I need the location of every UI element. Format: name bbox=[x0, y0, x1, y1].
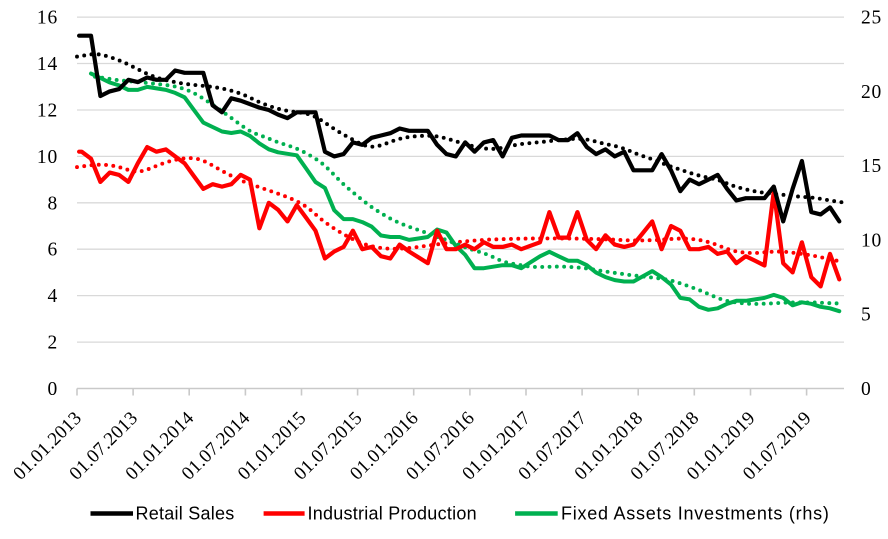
svg-text:15: 15 bbox=[861, 156, 882, 177]
svg-text:4: 4 bbox=[47, 286, 58, 307]
svg-text:6: 6 bbox=[47, 240, 58, 261]
svg-text:0: 0 bbox=[47, 379, 58, 400]
svg-text:Retail Sales: Retail Sales bbox=[136, 504, 235, 524]
svg-text:10: 10 bbox=[37, 147, 58, 168]
svg-text:Fixed Assets Investments (rhs): Fixed Assets Investments (rhs) bbox=[561, 504, 830, 524]
svg-text:0: 0 bbox=[861, 379, 872, 400]
svg-text:25: 25 bbox=[861, 8, 882, 29]
svg-text:8: 8 bbox=[47, 193, 58, 214]
svg-text:20: 20 bbox=[861, 82, 882, 103]
svg-text:Industrial Production: Industrial Production bbox=[308, 504, 477, 524]
svg-text:10: 10 bbox=[861, 230, 882, 251]
svg-text:16: 16 bbox=[37, 8, 58, 29]
svg-text:12: 12 bbox=[37, 101, 58, 122]
svg-text:14: 14 bbox=[37, 54, 58, 75]
svg-text:2: 2 bbox=[47, 333, 58, 354]
svg-text:5: 5 bbox=[861, 305, 872, 326]
